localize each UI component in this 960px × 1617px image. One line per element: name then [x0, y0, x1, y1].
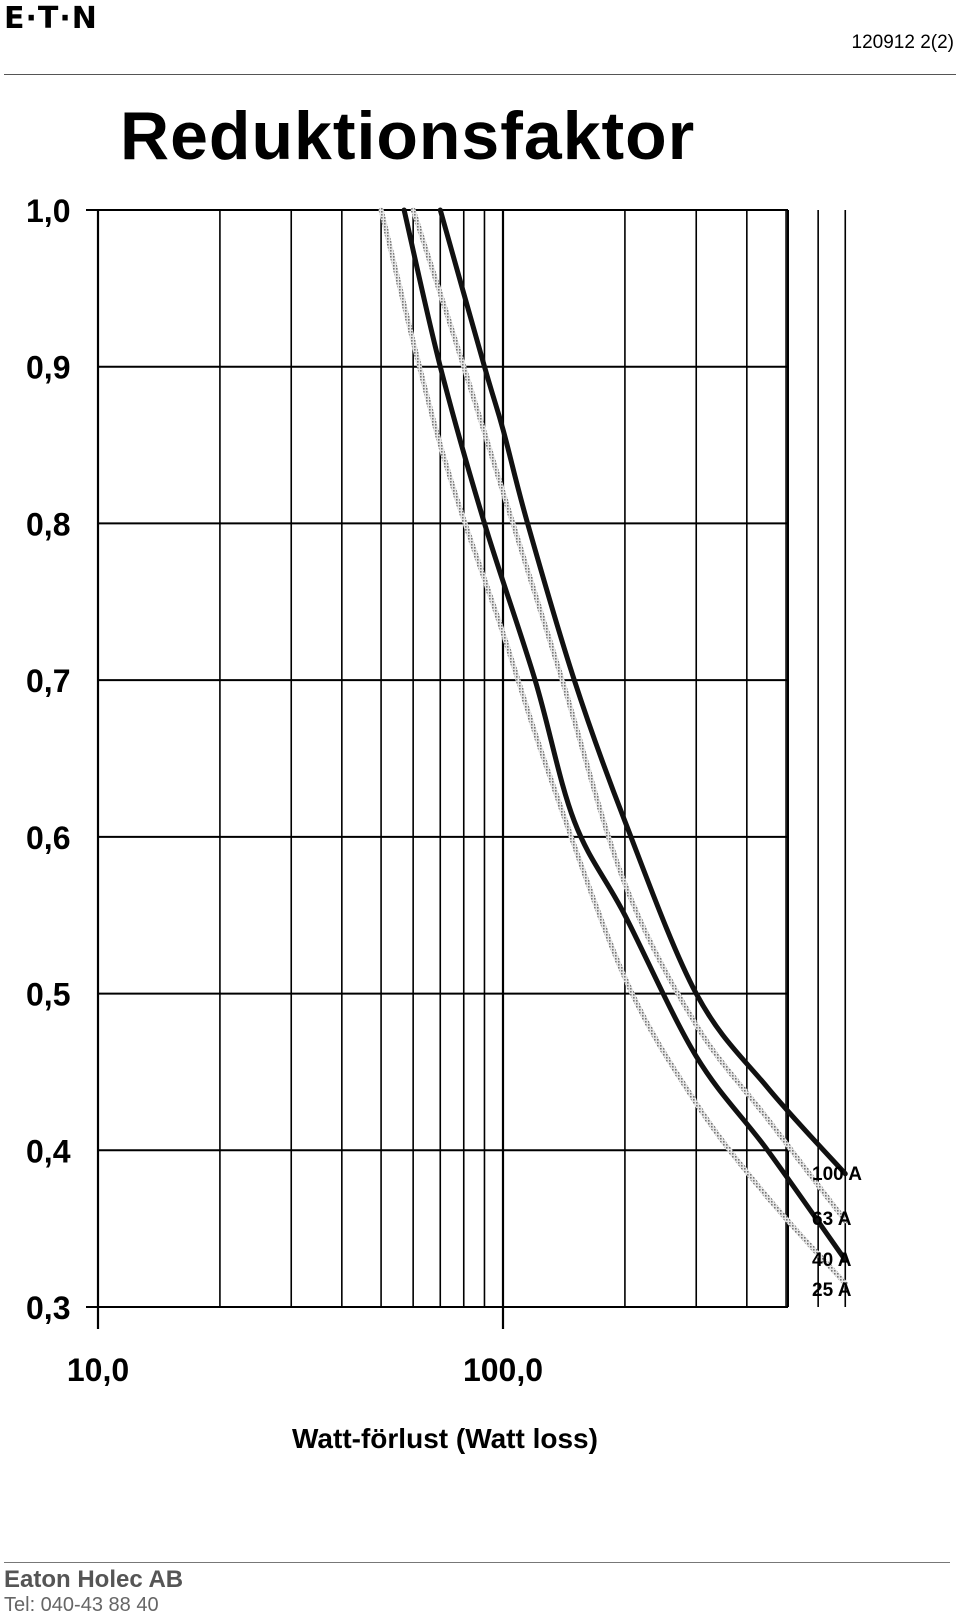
reduction-factor-chart: 1,0 0,9 0,8 0,7 0,6 0,5 0,4 0,3 10,0 100,0 100 A… [26, 193, 862, 1454]
company-name: Eaton Holec AB [4, 1566, 184, 1593]
y-tick-label: 0,8 [26, 506, 70, 542]
x-axis-label: Watt-förlust (Watt loss) [292, 1423, 598, 1454]
series-line-63a [410, 207, 848, 1224]
y-tick-label: 0,9 [26, 350, 70, 386]
y-tick-label: 0,7 [26, 663, 70, 699]
phone-number: Tel: 040-43 88 40 [4, 1594, 159, 1616]
legend-label: 25 A [812, 1280, 852, 1301]
y-tick-label: 0,3 [26, 1290, 70, 1326]
series-legend: 100 A 63 A 40 A 25 A [812, 1164, 862, 1301]
series-line-40a [401, 207, 848, 1263]
y-tick-label: 0,6 [26, 820, 70, 856]
y-tick-labels: 1,0 0,9 0,8 0,7 0,6 0,5 0,4 0,3 [26, 193, 71, 1326]
x-tick-labels: 10,0 100,0 [67, 1352, 543, 1388]
x-tick-label: 100,0 [463, 1352, 543, 1388]
series-line-25a [378, 207, 848, 1286]
document-number: 120912 2(2) [851, 32, 954, 53]
chart-series [378, 207, 848, 1286]
y-tick-label: 0,5 [26, 977, 70, 1013]
chart-title: Reduktionsfaktor [120, 98, 696, 174]
footer-divider [4, 1562, 950, 1563]
y-tick-label: 0,4 [26, 1133, 71, 1169]
legend-label: 100 A [812, 1164, 862, 1185]
chart-grid [86, 209, 847, 1329]
eaton-logo: E∙T∙N [4, 1, 98, 36]
x-tick-label: 10,0 [67, 1352, 129, 1388]
legend-label: 40 A [812, 1250, 852, 1271]
header-divider [4, 74, 956, 75]
series-line-100a [437, 207, 848, 1177]
legend-label: 63 A [812, 1209, 852, 1230]
y-tick-label: 1,0 [26, 193, 70, 229]
